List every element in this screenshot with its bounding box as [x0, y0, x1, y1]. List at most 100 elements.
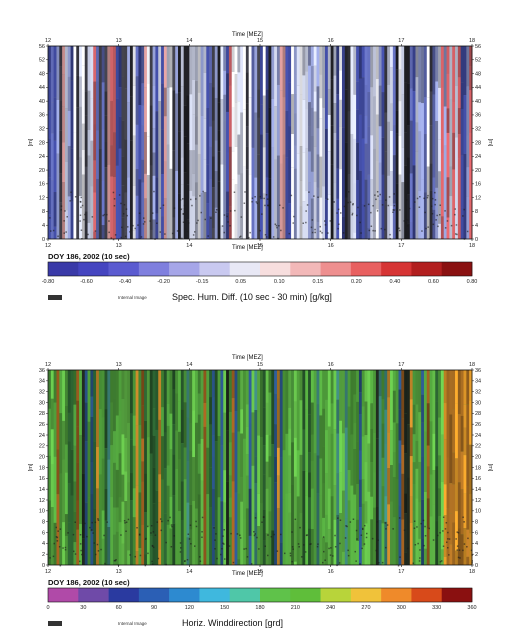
heat-column-2	[268, 370, 272, 393]
heat-column-1	[70, 46, 74, 81]
heat-column-1	[299, 206, 303, 239]
heat-column-2	[121, 501, 125, 544]
heat-column-1	[110, 176, 114, 239]
heat-column-2	[101, 538, 105, 565]
heat-column-2	[316, 493, 320, 565]
heat-column-2	[234, 370, 238, 411]
heat-column-1	[231, 71, 235, 108]
heat-column-1	[223, 46, 227, 71]
speckle-2	[377, 539, 379, 541]
heat-column-2	[398, 505, 402, 565]
y-tick-label-left-2: 26	[39, 422, 45, 428]
heat-column-2	[76, 529, 80, 565]
heat-column-2	[64, 472, 69, 515]
heat-column-1	[421, 46, 425, 104]
heat-column-2	[404, 493, 408, 514]
heat-column-1	[443, 106, 447, 146]
heat-column-1	[166, 46, 170, 89]
heat-column-1	[180, 46, 185, 87]
heat-column-2	[73, 445, 77, 482]
heat-column-1	[429, 125, 433, 164]
speckle-1	[462, 215, 464, 217]
heat-column-2	[81, 370, 86, 438]
speckle-1	[223, 231, 225, 234]
heat-column-2	[158, 549, 162, 565]
heat-column-1	[209, 216, 213, 239]
heat-column-1	[350, 46, 354, 134]
heat-column-1	[358, 78, 363, 115]
heat-column-1	[243, 79, 247, 110]
heat-column-1	[158, 101, 162, 152]
heat-column-1	[203, 159, 207, 192]
heat-column-1	[53, 97, 57, 141]
heat-column-2	[50, 543, 55, 565]
heat-column-1	[406, 83, 411, 126]
heat-column-2	[358, 507, 363, 565]
heat-column-1	[375, 160, 380, 210]
heat-column-2	[426, 466, 430, 499]
heat-column-2	[274, 457, 278, 483]
heat-column-1	[96, 178, 100, 239]
heat-column-2	[237, 493, 241, 560]
colorbar-segment-2	[199, 588, 231, 602]
heat-column-1	[367, 174, 371, 229]
heat-column-2	[390, 370, 394, 431]
speckle-2	[165, 563, 167, 566]
heat-column-1	[401, 147, 405, 183]
heat-column-2	[169, 370, 173, 414]
heat-column-2	[322, 408, 326, 447]
heat-column-1	[449, 46, 453, 100]
speckle-1	[79, 220, 81, 222]
heat-column-1	[327, 194, 332, 239]
heat-column-2	[76, 426, 80, 463]
heat-column-1	[409, 173, 414, 223]
heat-column-2	[322, 483, 326, 518]
heat-column-2	[237, 559, 241, 565]
heat-column-2	[257, 464, 261, 494]
heat-column-1	[127, 177, 131, 239]
heat-column-2	[107, 459, 111, 527]
speckle-2	[151, 560, 153, 563]
x-tick-label-bottom-2: 18	[469, 569, 475, 575]
heat-column-1	[254, 177, 258, 239]
heat-column-2	[223, 470, 227, 503]
speckle-1	[74, 196, 77, 198]
heat-column-1	[432, 145, 436, 178]
heat-column-1	[395, 69, 399, 111]
heat-column-1	[356, 109, 360, 143]
heat-column-1	[406, 194, 411, 224]
heat-column-2	[398, 370, 402, 390]
heat-column-2	[245, 426, 250, 455]
speckle-1	[329, 220, 332, 222]
x-tick-label-bottom-1: 13	[116, 243, 122, 249]
speckle-2	[129, 554, 131, 556]
heat-column-1	[113, 46, 117, 133]
heat-column-1	[404, 165, 408, 239]
y-tick-label-left-2: 34	[39, 379, 45, 385]
heat-column-2	[243, 370, 247, 439]
heat-column-2	[129, 524, 134, 565]
heat-column-1	[172, 90, 176, 151]
heat-column-1	[254, 46, 258, 113]
heat-column-1	[336, 198, 340, 239]
heat-column-2	[421, 538, 425, 565]
y-tick-label-left-2: 16	[39, 476, 45, 482]
heat-column-2	[271, 530, 275, 565]
heat-column-1	[293, 168, 298, 239]
heat-column-1	[152, 219, 156, 239]
speckle-2	[345, 525, 347, 527]
speckle-2	[79, 560, 81, 563]
heat-column-2	[67, 412, 72, 442]
speckle-2	[355, 529, 358, 532]
heat-column-1	[449, 196, 453, 239]
heat-column-2	[152, 467, 156, 504]
speckle-1	[199, 195, 201, 197]
heat-column-1	[81, 174, 86, 239]
speckle-2	[125, 521, 128, 523]
speckle-2	[466, 546, 468, 548]
heat-column-2	[398, 440, 402, 464]
speckle-2	[91, 521, 93, 524]
heat-column-1	[50, 180, 55, 239]
heat-column-1	[375, 79, 380, 115]
speckle-1	[63, 232, 65, 234]
